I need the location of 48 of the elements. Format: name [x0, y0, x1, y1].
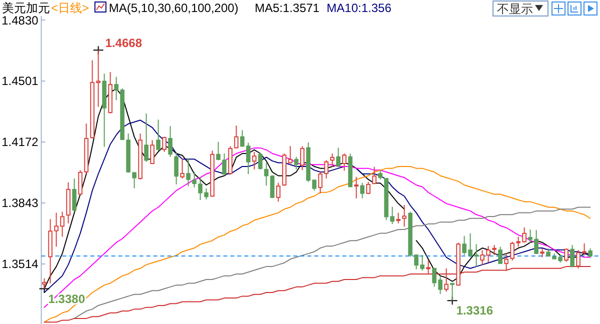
candlestick [360, 182, 364, 199]
candlestick [132, 171, 136, 189]
candlestick [378, 170, 382, 180]
candlestick [510, 241, 514, 262]
candlestick [444, 268, 448, 292]
line-series [44, 147, 591, 308]
candlestick [336, 147, 340, 168]
y-tick-label: 1.3843 [2, 196, 39, 210]
candlestick [252, 151, 256, 170]
y-tick-label: 1.3514 [2, 257, 39, 272]
text: MA5:1.3571 [254, 1, 320, 15]
chart-subtitle: <日线> [51, 1, 90, 15]
text: MA10:1.356 [326, 1, 392, 15]
candlestick [300, 146, 304, 171]
line-series [44, 166, 591, 323]
candlestick [330, 153, 334, 168]
annotation: 不显示 [497, 2, 533, 16]
y-tick-label: 1.4501 [2, 74, 39, 88]
candlestick [162, 136, 166, 152]
candlestick [372, 166, 376, 185]
candlestick [564, 248, 568, 262]
candlestick [450, 282, 454, 302]
candlestick [42, 278, 46, 290]
candlestick [276, 182, 280, 202]
candlestick [426, 260, 430, 274]
candlestick [150, 140, 154, 165]
candlestick [504, 252, 508, 272]
candlestick [180, 158, 184, 180]
candlestick [144, 112, 148, 162]
candlestick [402, 204, 406, 228]
y-tick-label: 1.4172 [2, 135, 39, 150]
candlestick [366, 181, 370, 195]
candlestick [72, 178, 76, 212]
candlestick [174, 151, 178, 185]
candlestick [396, 212, 400, 224]
chart-title: 美元加元 [2, 1, 50, 15]
y-tick-label: 1.4830 [2, 13, 39, 28]
candlestick [258, 152, 262, 170]
candlestick [156, 119, 160, 152]
annotation: 1.3316 [456, 304, 494, 318]
legend-title: MA(5,10,30,60,100,200) [108, 1, 238, 15]
candlestick [498, 246, 502, 264]
candlestick [294, 156, 298, 170]
annotation: 1.4668 [105, 36, 142, 50]
candlestick [570, 244, 574, 268]
candlestick [168, 126, 172, 158]
candlestick [354, 176, 358, 199]
candlestick [342, 153, 346, 172]
